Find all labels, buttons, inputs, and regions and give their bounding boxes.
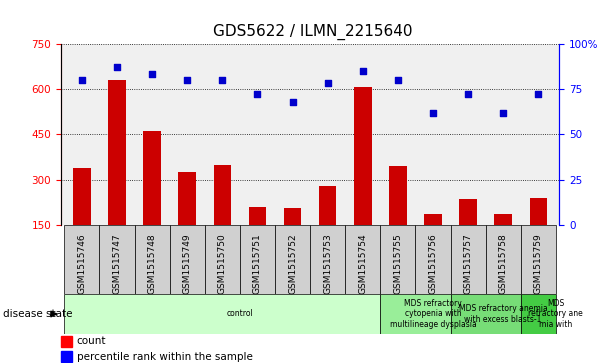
Text: MDS refractory anemia
with excess blasts-1: MDS refractory anemia with excess blasts… <box>459 304 548 324</box>
Text: control: control <box>227 310 254 318</box>
Text: GSM1515750: GSM1515750 <box>218 233 227 294</box>
Bar <box>61 336 72 347</box>
Bar <box>354 87 371 270</box>
Bar <box>73 168 91 270</box>
Text: GSM1515758: GSM1515758 <box>499 233 508 294</box>
Text: GSM1515755: GSM1515755 <box>393 233 402 294</box>
Bar <box>249 207 266 270</box>
FancyBboxPatch shape <box>170 225 205 294</box>
FancyBboxPatch shape <box>134 225 170 294</box>
FancyBboxPatch shape <box>240 225 275 294</box>
Point <box>463 91 473 97</box>
Point <box>112 64 122 70</box>
FancyBboxPatch shape <box>380 225 415 294</box>
Text: MDS
refractory ane
mia with: MDS refractory ane mia with <box>528 299 583 329</box>
FancyBboxPatch shape <box>451 225 486 294</box>
FancyBboxPatch shape <box>380 294 451 334</box>
Text: GDS5622 / ILMN_2215640: GDS5622 / ILMN_2215640 <box>213 24 412 40</box>
Text: MDS refractory
cytopenia with
multilineage dysplasia: MDS refractory cytopenia with multilinea… <box>390 299 476 329</box>
Point <box>393 77 402 83</box>
Point <box>77 77 87 83</box>
FancyBboxPatch shape <box>345 225 380 294</box>
Text: disease state: disease state <box>3 309 72 319</box>
FancyBboxPatch shape <box>310 225 345 294</box>
Point <box>147 72 157 77</box>
Point <box>358 68 368 74</box>
Point <box>218 77 227 83</box>
Bar <box>108 80 126 270</box>
FancyBboxPatch shape <box>64 225 100 294</box>
FancyBboxPatch shape <box>520 294 556 334</box>
Bar <box>213 164 231 270</box>
Text: GSM1515754: GSM1515754 <box>358 233 367 294</box>
FancyBboxPatch shape <box>486 225 520 294</box>
Text: GSM1515746: GSM1515746 <box>77 233 86 294</box>
Bar <box>459 199 477 270</box>
FancyBboxPatch shape <box>275 225 310 294</box>
FancyBboxPatch shape <box>520 225 556 294</box>
Bar <box>143 131 161 270</box>
Bar <box>530 198 547 270</box>
FancyBboxPatch shape <box>205 225 240 294</box>
Point <box>533 91 543 97</box>
Text: GSM1515752: GSM1515752 <box>288 233 297 294</box>
Point <box>428 110 438 115</box>
FancyBboxPatch shape <box>100 225 134 294</box>
Point <box>182 77 192 83</box>
Text: percentile rank within the sample: percentile rank within the sample <box>77 352 253 362</box>
Text: GSM1515759: GSM1515759 <box>534 233 543 294</box>
Point <box>499 110 508 115</box>
Bar <box>319 186 336 270</box>
Bar <box>178 172 196 270</box>
Point <box>288 99 297 105</box>
Text: GSM1515747: GSM1515747 <box>112 233 122 294</box>
Bar <box>389 166 407 270</box>
Bar <box>61 351 72 362</box>
Text: GSM1515748: GSM1515748 <box>148 233 157 294</box>
Bar <box>424 215 442 270</box>
Text: GSM1515753: GSM1515753 <box>323 233 332 294</box>
Point <box>323 81 333 86</box>
Text: GSM1515751: GSM1515751 <box>253 233 262 294</box>
FancyBboxPatch shape <box>451 294 520 334</box>
Text: count: count <box>77 336 106 346</box>
FancyBboxPatch shape <box>415 225 451 294</box>
Text: GSM1515749: GSM1515749 <box>182 233 192 294</box>
Text: GSM1515756: GSM1515756 <box>429 233 438 294</box>
Point <box>252 91 262 97</box>
Bar <box>494 215 512 270</box>
Bar <box>284 208 302 270</box>
Text: GSM1515757: GSM1515757 <box>463 233 472 294</box>
FancyBboxPatch shape <box>64 294 380 334</box>
